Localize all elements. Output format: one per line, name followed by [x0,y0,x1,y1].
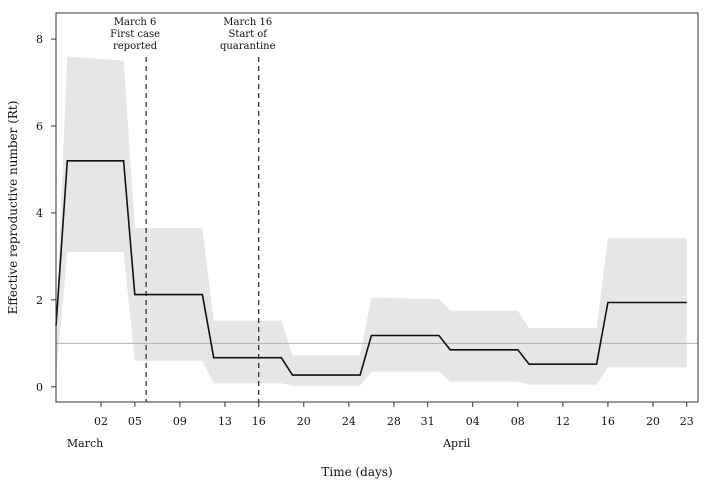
y-tick-label: 8 [36,33,43,46]
x-tick-label: 16 [252,415,266,428]
y-tick-label: 6 [36,120,43,133]
x-tick-label: 16 [601,415,615,428]
x-tick-label: 31 [421,415,435,428]
event-annotation: reported [113,41,158,52]
y-tick-label: 4 [36,207,43,220]
y-tick-label: 2 [36,294,43,307]
y-tick-label: 0 [36,381,43,394]
y-axis-title: Effective reproductive number (Rt) [6,101,20,315]
x-axis-title: Time (days) [321,465,392,479]
event-annotation: Start of [228,29,268,40]
x-tick-label: 24 [342,415,356,428]
x-tick-label: 23 [680,415,694,428]
event-annotation: March 16 [223,17,272,28]
confidence-band [56,56,687,386]
x-tick-label: 05 [128,415,142,428]
x-month-label: April [442,437,471,450]
x-tick-label: 20 [646,415,660,428]
rt-line [55,160,687,376]
x-tick-label: 04 [466,415,480,428]
x-tick-label: 12 [556,415,570,428]
x-tick-label: 20 [297,415,311,428]
x-tick-label: 02 [94,415,108,428]
event-annotation: quarantine [220,41,276,52]
x-tick-label: 09 [173,415,187,428]
event-annotation: First case [110,29,160,40]
plot-frame [55,12,699,403]
x-month-label: March [67,437,103,450]
x-tick-label: 13 [218,415,232,428]
event-annotation: March 6 [114,17,157,28]
x-tick-label: 28 [387,415,401,428]
x-tick-label: 08 [511,415,525,428]
